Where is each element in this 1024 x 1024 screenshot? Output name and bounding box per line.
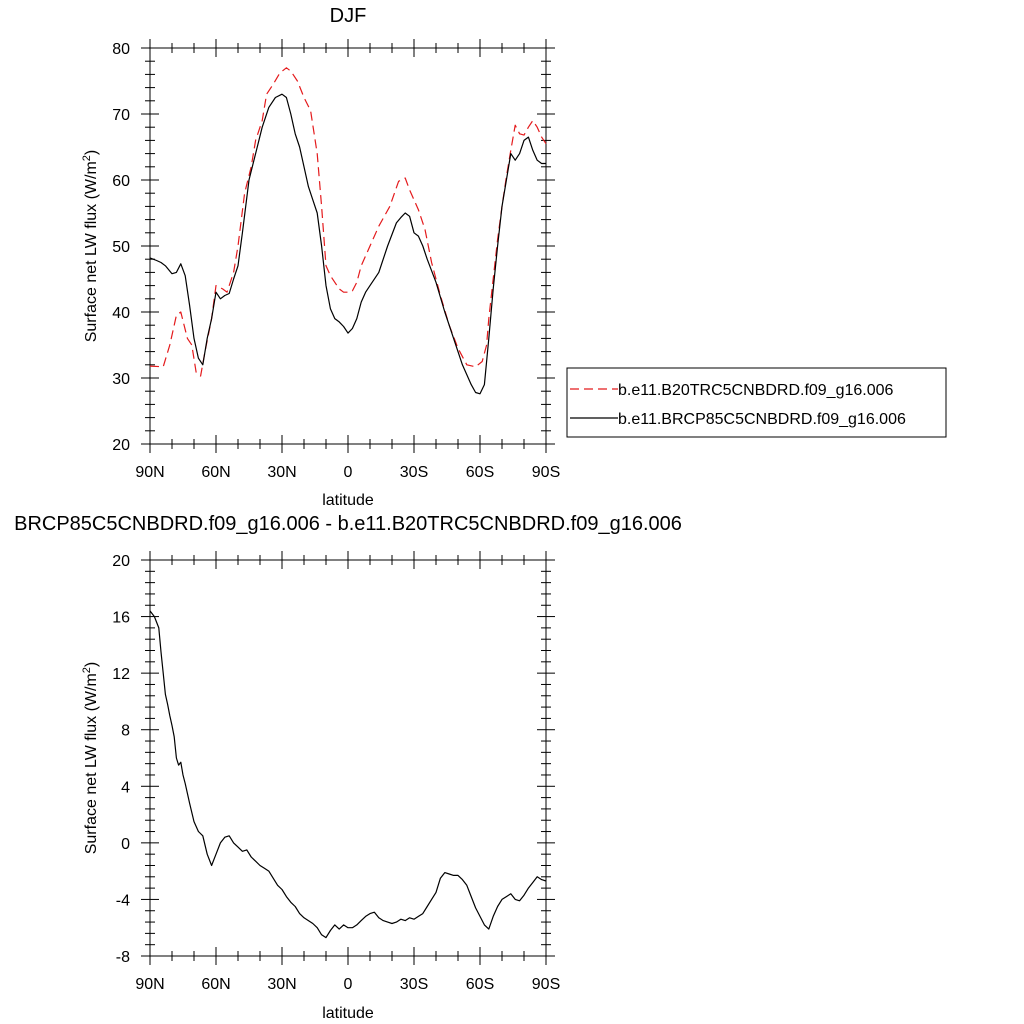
- bottom-chart: BRCP85C5CNBDRD.f09_g16.006 - b.e11.B20TR…: [14, 513, 682, 1022]
- series-line-2: [149, 93, 546, 395]
- x-tick-label: 30N: [267, 464, 296, 481]
- chart-title: BRCP85C5CNBDRD.f09_g16.006 - b.e11.B20TR…: [14, 513, 682, 535]
- y-axis-label: Surface net LW flux (W/m2): [81, 150, 100, 343]
- axis-ticks: 90N 60N 30N 0 30S 60S 90S 20 30 40 50 60 70 80: [112, 39, 560, 481]
- y-tick-label: 20: [112, 553, 130, 570]
- y-axis-label-main: Surface net LW flux (W/m: [83, 161, 100, 342]
- x-tick-label: 0: [344, 464, 353, 481]
- y-axis-label: Surface net LW flux (W/m2): [81, 662, 100, 855]
- series-lines: [149, 67, 547, 395]
- legend-entry-series-2: b.e11.BRCP85C5CNBDRD.f09_g16.006: [618, 411, 906, 428]
- y-axis-label-sup: 2: [81, 667, 93, 673]
- x-axis-label: latitude: [322, 1005, 374, 1022]
- y-tick-label: 16: [112, 610, 130, 627]
- y-axis-label-end: ): [83, 662, 100, 667]
- plot-frame: [149, 47, 547, 445]
- chart-title: DJF: [330, 5, 367, 27]
- y-axis-label-main: Surface net LW flux (W/m: [83, 673, 100, 854]
- y-tick-label: 30: [112, 371, 130, 388]
- y-tick-label: 80: [112, 41, 130, 58]
- x-tick-label: 30S: [400, 464, 428, 481]
- x-axis-label: latitude: [322, 492, 374, 509]
- y-tick-label: 0: [121, 836, 130, 853]
- y-tick-label: 70: [112, 107, 130, 124]
- x-tick-label: 60N: [201, 976, 230, 993]
- x-tick-label: 60S: [466, 976, 494, 993]
- y-axis-label-sup: 2: [81, 155, 93, 161]
- y-tick-label: 12: [112, 666, 130, 683]
- x-tick-label: 60N: [201, 464, 230, 481]
- plot-frame: [149, 559, 547, 957]
- x-tick-label: 90S: [532, 464, 560, 481]
- x-tick-label: 30N: [267, 976, 296, 993]
- y-tick-label: 40: [112, 305, 130, 322]
- series-line-1: [149, 610, 547, 939]
- axis-ticks: 90N 60N 30N 0 30S 60S 90S -8 -4 0 4 8 12 16 20: [112, 551, 560, 993]
- y-tick-label: 20: [112, 437, 130, 454]
- top-chart: DJF 90N 60N 30N 0 30S 60S 90S 20 30 40 50 60 70 80 la…: [81, 5, 947, 509]
- x-tick-label: 30S: [400, 976, 428, 993]
- x-tick-label: 90S: [532, 976, 560, 993]
- x-tick-label: 60S: [466, 464, 494, 481]
- series-lines: [149, 610, 547, 939]
- y-tick-label: -4: [116, 892, 130, 909]
- legend-entry-series-1: b.e11.B20TRC5CNBDRD.f09_g16.006: [618, 382, 894, 399]
- y-tick-label: -8: [116, 949, 130, 966]
- y-tick-label: 4: [121, 779, 130, 796]
- series-line-1: [149, 67, 547, 377]
- y-tick-label: 8: [121, 723, 130, 740]
- x-tick-label: 90N: [135, 976, 164, 993]
- legend-box: [566, 367, 947, 438]
- x-tick-label: 0: [344, 976, 353, 993]
- legend: b.e11.B20TRC5CNBDRD.f09_g16.006 b.e11.BR…: [566, 367, 947, 438]
- y-tick-label: 50: [112, 239, 130, 256]
- x-tick-label: 90N: [135, 464, 164, 481]
- y-tick-label: 60: [112, 173, 130, 190]
- y-axis-label-end: ): [83, 150, 100, 155]
